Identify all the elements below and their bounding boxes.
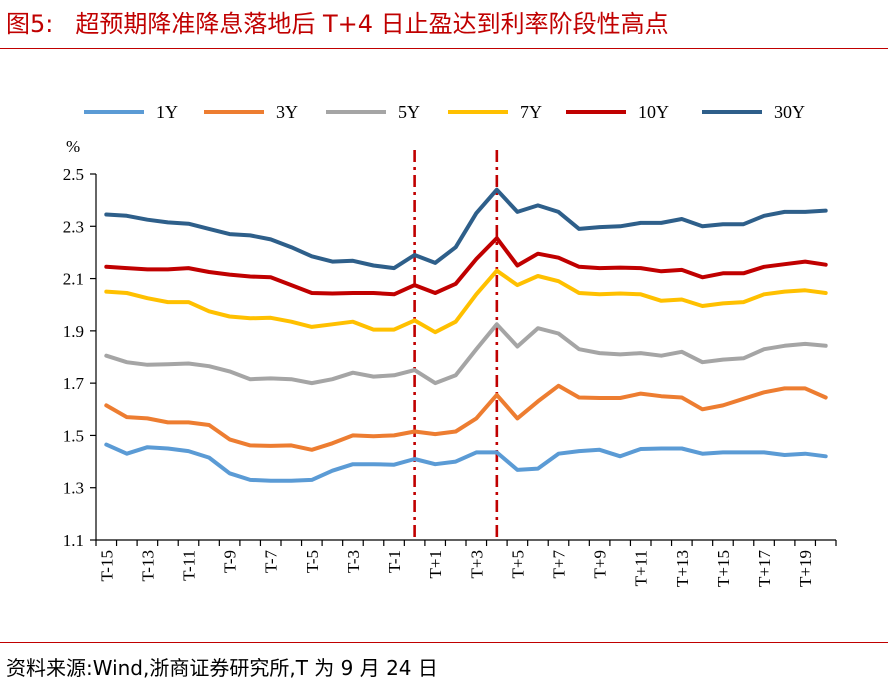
title-divider — [0, 48, 888, 49]
legend-label: 3Y — [276, 102, 298, 122]
x-tick-label: T-13 — [138, 550, 157, 582]
x-tick-label: T-15 — [97, 550, 116, 582]
x-tick-label: T-5 — [303, 550, 322, 573]
source-note: 资料来源:Wind,浙商证券研究所,T 为 9 月 24 日 — [6, 656, 438, 680]
x-tick-label: T-1 — [385, 550, 404, 573]
y-tick-label: 2.5 — [63, 165, 84, 184]
legend-label: 10Y — [638, 102, 669, 122]
figure-label: 图5: — [6, 10, 54, 38]
y-tick-label: 2.3 — [63, 217, 84, 236]
x-tick-label: T+3 — [467, 550, 486, 578]
x-tick-label: T+13 — [673, 550, 692, 587]
x-tick-label: T+19 — [796, 550, 815, 587]
y-tick-label: 1.9 — [63, 322, 84, 341]
footer-divider — [0, 642, 888, 643]
series-line — [104, 268, 828, 335]
y-tick-label: 1.1 — [63, 531, 84, 550]
series-line — [104, 187, 828, 271]
series-line — [104, 236, 828, 297]
x-tick-label: T+11 — [632, 550, 651, 586]
x-tick-label: T+9 — [591, 550, 610, 578]
x-tick-label: T+15 — [714, 550, 733, 587]
title-text: 超预期降准降息落地后 T+4 日止盈达到利率阶段性高点 — [75, 10, 669, 38]
x-tick-label: T-11 — [180, 550, 199, 581]
y-axis-unit: % — [66, 137, 80, 156]
x-tick-label: T+5 — [508, 550, 527, 578]
x-tick-label: T-3 — [344, 550, 363, 573]
y-tick-label: 1.3 — [63, 479, 84, 498]
x-tick-label: T+7 — [550, 550, 569, 579]
x-tick-label: T-9 — [221, 550, 240, 573]
y-tick-label: 1.7 — [63, 374, 85, 393]
series-line — [104, 322, 828, 386]
x-tick-label: T-7 — [262, 550, 281, 573]
y-tick-label: 2.1 — [63, 270, 84, 289]
x-tick-label: T+1 — [426, 550, 445, 578]
legend-label: 7Y — [520, 102, 542, 122]
series-line — [104, 383, 828, 452]
legend-label: 1Y — [156, 102, 178, 122]
y-tick-label: 1.5 — [63, 426, 84, 445]
series-line — [104, 442, 828, 483]
legend-label: 30Y — [774, 102, 805, 122]
chart-title: 图5: 超预期降准降息落地后 T+4 日止盈达到利率阶段性高点 — [6, 4, 669, 39]
line-chart: 1.1 1.3 1.5 1.7 1.9 2.1 2.3 2.5% T-15 T-13 T-11 T-9… — [63, 102, 837, 587]
x-tick-label: T+17 — [755, 550, 774, 587]
legend-label: 5Y — [398, 102, 420, 122]
